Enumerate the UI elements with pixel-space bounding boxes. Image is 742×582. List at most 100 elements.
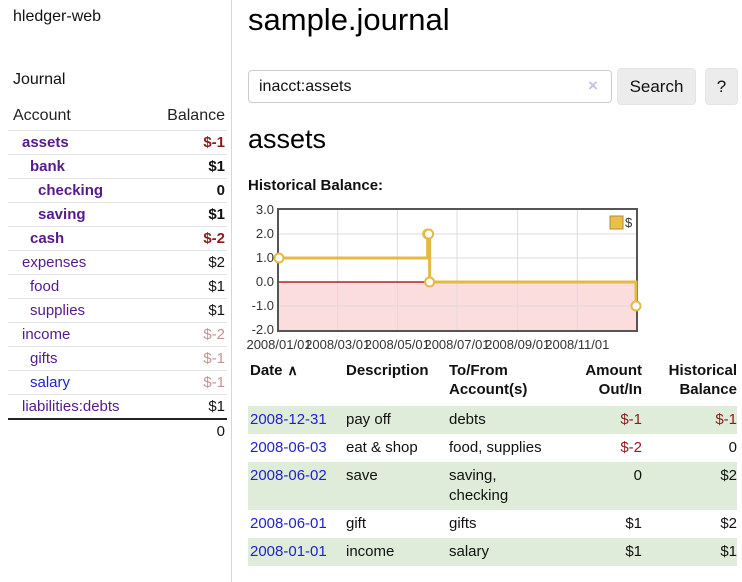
register-row: 2008-06-02 save saving, checking 0 $2 [248, 462, 737, 510]
accounts-table: Account Balance assets $-1 bank $1 checking 0… [8, 102, 227, 442]
register-header-row: Date ∧ Description To/From Account(s) Amo… [248, 358, 737, 406]
chart-legend: $ [609, 215, 633, 230]
amount-cell: 0 [633, 467, 642, 484]
accounts-cell: saving, checking [449, 462, 561, 510]
account-line: salary [449, 543, 490, 560]
sidebar: hledger-web Journal Account Balance asse… [0, 0, 232, 582]
column-header-accounts: To/From Account(s) [449, 362, 528, 398]
help-button[interactable]: ? [705, 68, 738, 105]
x-axis-tick-label: 2008/03/01 [305, 337, 371, 352]
account-row: gifts $-1 [8, 346, 227, 370]
account-balance: $-1 [203, 374, 225, 391]
historical-balance-chart: $ 3.0 2.0 1.0 0.0 -1.0 -2.0 2008/01/01 2008/03/… [246, 200, 668, 352]
account-page-title: assets [248, 124, 327, 154]
account-row: cash $-2 [8, 226, 227, 250]
description-cell: income [346, 543, 395, 560]
account-line: gifts [449, 515, 477, 532]
x-axis-tick-label: 2008/11/01 [545, 337, 610, 352]
accounts-column-balance: Balance [167, 107, 225, 124]
x-axis-tick-label: 2008/09/01 [485, 337, 551, 352]
chart-plot-area: $ [273, 208, 642, 332]
account-link[interactable]: saving [38, 206, 86, 223]
account-line: debts [449, 411, 486, 428]
account-line: food, supplies [449, 439, 542, 456]
account-link[interactable]: food [30, 278, 60, 295]
account-row: bank $1 [8, 154, 227, 178]
accounts-cell: salary [449, 538, 561, 566]
search-input[interactable] [248, 70, 612, 103]
clear-search-icon[interactable]: × [588, 76, 598, 95]
account-link[interactable]: assets [22, 134, 69, 151]
app-brand-link[interactable]: hledger-web [13, 8, 102, 25]
account-link[interactable]: bank [30, 158, 66, 175]
account-link[interactable]: checking [38, 182, 104, 199]
data-point-marker [630, 300, 642, 312]
description-cell: pay off [346, 411, 391, 428]
y-axis-tick-label: 2.0 [255, 226, 274, 241]
account-balance: $1 [208, 302, 225, 319]
search-bar: × Search ? [248, 68, 738, 106]
account-link[interactable]: cash [30, 230, 65, 247]
register-table: Date ∧ Description To/From Account(s) Amo… [248, 358, 737, 566]
amount-cell: $-2 [620, 439, 642, 456]
chart-canvas: $ [273, 210, 642, 330]
y-axis-tick-label: 1.0 [255, 250, 274, 265]
data-point-marker [423, 228, 435, 240]
account-balance: $-2 [203, 326, 225, 343]
data-point-marker [424, 276, 436, 288]
description-cell: gift [346, 515, 367, 532]
accounts-cell: debts [449, 406, 561, 434]
sort-ascending-icon: ∧ [287, 362, 298, 378]
account-balance: $-1 [203, 350, 225, 367]
y-axis-tick-label: 0.0 [255, 274, 274, 289]
main-content: sample.journal × Search ? assets Histori… [246, 0, 738, 582]
account-row: salary $-1 [8, 370, 227, 394]
transaction-date-link[interactable]: 2008-12-31 [250, 411, 327, 428]
transaction-date-link[interactable]: 2008-06-03 [250, 439, 327, 456]
description-cell: save [346, 467, 378, 484]
transaction-date-link[interactable]: 2008-06-01 [250, 515, 327, 532]
transaction-date-link[interactable]: 2008-06-02 [250, 467, 327, 484]
date-column-label: Date [250, 362, 283, 379]
balance-cell: 0 [728, 439, 737, 456]
account-link[interactable]: expenses [22, 254, 87, 271]
x-axis-tick-label: 2008/07/01 [424, 337, 490, 352]
account-row: checking 0 [8, 178, 227, 202]
y-axis-tick-label: -1.0 [251, 298, 274, 313]
legend-swatch [609, 215, 624, 230]
column-header-amount: Amount Out/In [585, 362, 642, 398]
account-link[interactable]: salary [30, 374, 71, 391]
search-button[interactable]: Search [617, 68, 696, 105]
account-row: assets $-1 [8, 130, 227, 154]
register-row: 2008-06-03 eat & shop food, supplies $-2 0 [248, 434, 737, 462]
column-header-date[interactable]: Date ∧ [248, 358, 346, 406]
account-row: expenses $2 [8, 250, 227, 274]
date-cell: 2008-06-01 [248, 510, 346, 538]
account-balance: $2 [208, 254, 225, 271]
account-link[interactable]: income [22, 326, 71, 343]
sidebar-item-journal[interactable]: Journal [13, 71, 66, 88]
account-balance: $-2 [203, 230, 225, 247]
account-balance: 0 [216, 182, 225, 199]
register-body: 2008-12-31 pay off debts $-1 $-1 2008-06-03 ea… [248, 406, 737, 566]
account-balance: $1 [208, 278, 225, 295]
account-link[interactable]: gifts [30, 350, 58, 367]
x-axis-tick-label: 2008/01/01 [246, 337, 312, 352]
y-axis-tick-label: -2.0 [251, 322, 274, 337]
amount-cell: $-1 [620, 411, 642, 428]
transaction-date-link[interactable]: 2008-01-01 [250, 543, 327, 560]
balance-cell: $1 [720, 543, 737, 560]
account-link[interactable]: liabilities:debts [22, 398, 120, 415]
column-header-description: Description [346, 362, 429, 379]
date-cell: 2008-01-01 [248, 538, 346, 566]
accounts-cell: gifts [449, 510, 561, 538]
accounts-total-row: 0 [8, 418, 227, 442]
account-link[interactable]: supplies [30, 302, 86, 319]
amount-cell: $1 [625, 543, 642, 560]
account-row: income $-2 [8, 322, 227, 346]
data-point-marker [273, 252, 285, 264]
register-row: 2008-01-01 income salary $1 $1 [248, 538, 737, 566]
account-balance: $1 [208, 206, 225, 223]
account-balance: $1 [208, 398, 225, 415]
register-row: 2008-06-01 gift gifts $1 $2 [248, 510, 737, 538]
